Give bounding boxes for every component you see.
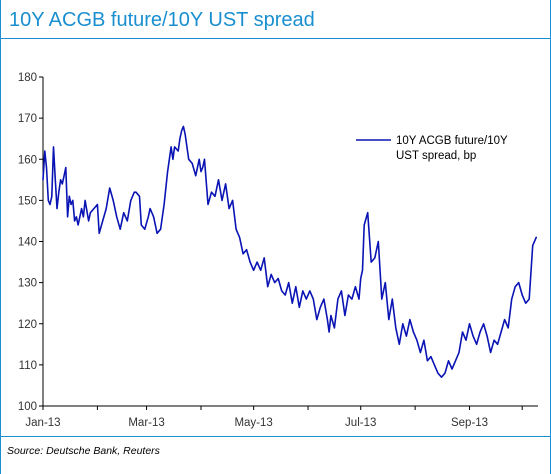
- x-tick-label: Jan-13: [25, 417, 60, 429]
- legend: 10Y ACGB future/10Y UST spread, bp: [356, 135, 508, 162]
- y-tick-label: 180: [18, 72, 37, 84]
- y-tick-label: 110: [19, 360, 37, 372]
- y-tick-label: 100: [18, 401, 37, 413]
- chart-title: 10Y ACGB future/10Y UST spread: [9, 9, 315, 31]
- x-tick-label: Jul-13: [345, 417, 376, 429]
- x-tick-label: May-13: [234, 417, 272, 429]
- y-tick-label: 150: [18, 195, 37, 207]
- x-tick-label: Mar-13: [128, 417, 164, 429]
- series-line: [42, 125, 538, 379]
- y-axis: 100 110 120 130 140 150 160 170 180: [18, 72, 44, 413]
- source-note: Source: Deutsche Bank, Reuters: [7, 445, 160, 457]
- y-tick-label: 140: [18, 237, 37, 249]
- y-tick-label: 130: [18, 278, 37, 290]
- x-tick-label: Sep-13: [451, 417, 488, 429]
- legend-label: 10Y ACGB future/10Y: [396, 135, 508, 147]
- series-layer: [42, 125, 538, 379]
- x-axis: Jan-13 Mar-13 May-13 Jul-13 Sep-13: [25, 405, 538, 429]
- footer-divider: [0, 436, 551, 437]
- y-tick-label: 170: [18, 113, 37, 125]
- legend-label: UST spread, bp: [396, 150, 476, 162]
- title-divider: [0, 38, 551, 39]
- y-tick-label: 120: [18, 319, 37, 331]
- y-tick-label: 160: [18, 154, 37, 166]
